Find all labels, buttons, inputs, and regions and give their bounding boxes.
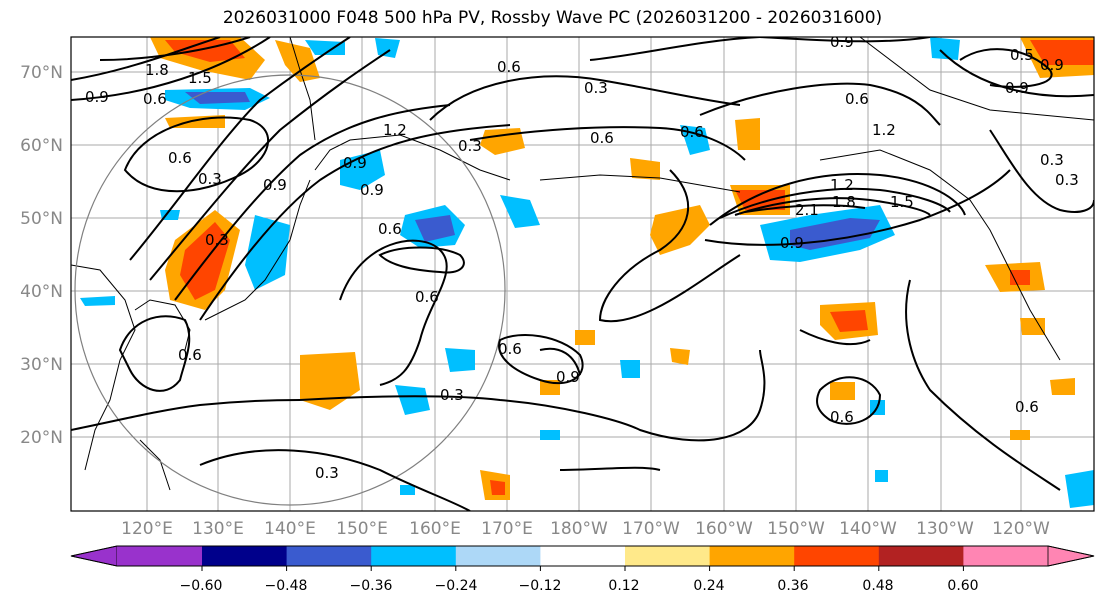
contour-label: 0.5 — [1010, 46, 1034, 64]
lon-label: 130°W — [916, 519, 974, 539]
contour-label: 1.5 — [890, 193, 914, 211]
contour-label: 0.3 — [1055, 171, 1079, 189]
contour-label: 0.9 — [1040, 56, 1064, 74]
contour-label: 1.2 — [383, 121, 407, 139]
lat-label: 20°N — [20, 428, 63, 448]
lat-label: 50°N — [20, 209, 63, 229]
contour-label: 0.6 — [497, 58, 521, 76]
colorbar-segment — [455, 546, 542, 566]
lon-label: 140°W — [839, 519, 897, 539]
colorbar-segment — [794, 546, 880, 566]
contour-label: 1.2 — [830, 176, 854, 194]
contour-label: 0.6 — [830, 408, 854, 426]
contour-label: 0.6 — [178, 346, 202, 364]
contour-label: 0.6 — [143, 90, 167, 108]
colorbar-tick-label: −0.48 — [265, 578, 308, 594]
map-title: 2026031000 F048 500 hPa PV, Rossby Wave … — [222, 8, 883, 28]
contour-label: 0.3 — [584, 79, 608, 97]
contour-label: 0.3 — [458, 137, 482, 155]
lon-label: 150°W — [767, 519, 825, 539]
contour-label: 1.2 — [872, 121, 896, 139]
colorbar-segment — [878, 546, 965, 566]
graticule — [71, 37, 1094, 511]
contour-label: 0.6 — [498, 340, 522, 358]
contour-label: 0.6 — [378, 220, 402, 238]
contour-label: 0.9 — [263, 176, 287, 194]
colorbar-tick-label: −0.36 — [350, 578, 393, 594]
colorbar-ticks: −0.60 −0.48 −0.36 −0.24 −0.12 0.12 0.24 … — [180, 578, 979, 594]
colorbar-extend-right — [1047, 545, 1095, 567]
contour-label: 0.9 — [343, 154, 367, 172]
latitude-axis: 70°N 60°N 50°N 40°N 30°N 20°N — [20, 63, 63, 448]
lon-label: 150°E — [336, 519, 388, 539]
lon-label: 160°W — [695, 519, 753, 539]
colorbar-segment — [709, 546, 796, 566]
contour-label: 0.6 — [845, 90, 869, 108]
contour-label: 0.9 — [85, 88, 109, 106]
colorbar-segment — [286, 546, 373, 566]
longitude-axis: 120°E 130°E 140°E 150°E 160°E 170°E 180°… — [121, 519, 1050, 539]
lon-label: 180°W — [550, 519, 608, 539]
radius-circle — [74, 74, 506, 506]
colorbar-tick-label: −0.12 — [519, 578, 562, 594]
contour-label: 0.3 — [1040, 151, 1064, 169]
lon-label: 160°E — [409, 519, 461, 539]
contour-label: 2.1 — [795, 201, 819, 219]
colorbar-tick-label: 0.48 — [862, 578, 893, 594]
contour-label: 0.6 — [680, 123, 704, 141]
colorbar — [70, 545, 1095, 571]
lon-label: 170°E — [481, 519, 533, 539]
lat-label: 40°N — [20, 282, 63, 302]
contour-label: 0.9 — [1005, 79, 1029, 97]
contour-label: 1.5 — [188, 69, 212, 87]
lon-label: 170°W — [622, 519, 680, 539]
lon-label: 120°E — [121, 519, 173, 539]
lat-label: 70°N — [20, 63, 63, 83]
contour-label: 0.6 — [168, 149, 192, 167]
lon-label: 120°W — [992, 519, 1050, 539]
colorbar-tick-label: 0.36 — [777, 578, 808, 594]
lat-label: 30°N — [20, 355, 63, 375]
map-background — [71, 37, 1094, 511]
contour-label: 0.3 — [198, 170, 222, 188]
colorbar-segment — [117, 546, 203, 566]
contour-label: 0.9 — [830, 33, 854, 51]
colorbar-tick-label: −0.60 — [180, 578, 223, 594]
lon-label: 140°E — [264, 519, 316, 539]
contour-label: 1.8 — [145, 61, 169, 79]
contour-label: 0.6 — [590, 129, 614, 147]
contour-label: 0.3 — [205, 231, 229, 249]
contour-label: 1.8 — [832, 193, 856, 211]
contour-label: 0.3 — [315, 464, 339, 482]
colorbar-tick-label: −0.24 — [435, 578, 478, 594]
contour-label: 0.6 — [415, 288, 439, 306]
colorbar-extend-left — [70, 545, 118, 567]
contour-label: 0.9 — [360, 181, 384, 199]
colorbar-segment — [625, 546, 711, 566]
contour-label: 0.6 — [1015, 398, 1039, 416]
colorbar-segment — [202, 546, 288, 566]
contour-labels: 1.8 1.5 0.9 0.6 0.6 0.6 0.3 0.6 0.3 1.2 … — [85, 33, 1079, 482]
colorbar-segment — [371, 546, 457, 566]
contour-label: 0.9 — [556, 368, 580, 386]
colorbar-segment — [540, 546, 626, 566]
colorbar-tick-label: 0.24 — [693, 578, 724, 594]
lat-label: 60°N — [20, 136, 63, 156]
colorbar-segment — [963, 546, 1048, 566]
map-frame — [70, 36, 1095, 512]
pv-contours — [71, 37, 1094, 511]
colorbar-tick-label: 0.60 — [947, 578, 978, 594]
lon-label: 130°E — [192, 519, 244, 539]
contour-label: 0.9 — [780, 234, 804, 252]
colorbar-tick-label: 0.12 — [608, 578, 639, 594]
colorbar-outline — [70, 545, 1095, 567]
contour-label: 0.3 — [440, 386, 464, 404]
